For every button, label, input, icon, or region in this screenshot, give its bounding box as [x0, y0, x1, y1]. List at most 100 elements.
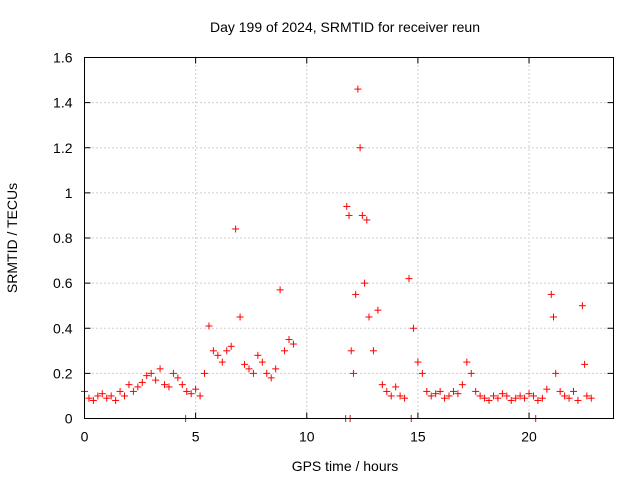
chart-title: Day 199 of 2024, SRMTID for receiver reu… [210, 19, 480, 35]
x-tick-label: 15 [410, 429, 426, 445]
data-point [232, 225, 240, 233]
data-point [565, 394, 573, 402]
x-tick-label: 10 [299, 429, 315, 445]
data-point [267, 374, 275, 382]
data-point [365, 313, 373, 321]
data-point [183, 387, 191, 395]
data-points [81, 85, 595, 422]
data-point [581, 360, 589, 368]
y-axis-title: SRMTID / TECUs [4, 183, 20, 293]
data-point [423, 387, 431, 395]
data-point [112, 396, 120, 404]
data-point [427, 392, 435, 400]
data-point [352, 290, 360, 298]
data-point [489, 392, 497, 400]
data-point [503, 392, 511, 400]
data-point [574, 396, 582, 404]
data-point [463, 358, 471, 366]
data-point [547, 290, 555, 298]
y-tick-label: 0.8 [53, 230, 73, 246]
data-point [263, 369, 271, 377]
data-point [441, 394, 449, 402]
data-point [241, 360, 249, 368]
data-point [227, 342, 235, 350]
data-point [349, 369, 357, 377]
data-point [107, 392, 115, 400]
data-point [196, 392, 204, 400]
x-tick-label: 0 [81, 429, 89, 445]
data-point [481, 394, 489, 402]
data-point [223, 347, 231, 355]
data-point [449, 387, 457, 395]
data-point [472, 387, 480, 395]
data-point [161, 381, 169, 389]
y-tick-label: 0.4 [53, 320, 73, 336]
data-point [358, 211, 366, 219]
data-point [201, 369, 209, 377]
data-point [138, 378, 146, 386]
data-point [374, 306, 382, 314]
x-tick-label: 20 [521, 429, 537, 445]
x-axis-title: GPS time / hours [292, 458, 399, 474]
data-point [205, 322, 213, 330]
data-point [401, 394, 409, 402]
data-point [521, 394, 529, 402]
data-point [147, 369, 155, 377]
data-point [103, 394, 111, 402]
data-point [125, 381, 133, 389]
data-point [578, 302, 586, 310]
data-point [494, 394, 502, 402]
data-point [569, 387, 577, 395]
y-tick-label: 0.6 [53, 275, 73, 291]
data-point [512, 394, 520, 402]
data-point [498, 390, 506, 398]
data-point [345, 211, 353, 219]
data-point [436, 387, 444, 395]
data-point [178, 381, 186, 389]
data-point [543, 385, 551, 393]
y-tick-label: 0 [65, 411, 73, 427]
data-point [156, 365, 164, 373]
data-point [583, 392, 591, 400]
grid-lines [84, 57, 614, 419]
data-point [387, 392, 395, 400]
data-point [538, 394, 546, 402]
data-point [516, 392, 524, 400]
data-point [187, 390, 195, 398]
data-point [343, 202, 351, 210]
y-tick-label: 1.2 [53, 140, 73, 156]
data-point [354, 85, 362, 93]
data-point [556, 387, 564, 395]
tick-labels: 0 0.2 0.4 0.6 0.8 1 1.2 1.4 1.6 0 5 10 15 20 [53, 50, 537, 445]
data-point [134, 383, 142, 391]
data-point [392, 383, 400, 391]
data-point [363, 216, 371, 224]
data-point [289, 340, 297, 348]
data-point [116, 387, 124, 395]
data-point [476, 392, 484, 400]
y-tick-label: 1.6 [53, 50, 73, 66]
y-tick-label: 1 [65, 185, 73, 201]
data-point [94, 392, 102, 400]
data-point [236, 313, 244, 321]
data-point [432, 390, 440, 398]
data-point [525, 390, 533, 398]
data-point [378, 381, 386, 389]
data-point [369, 347, 377, 355]
data-point [485, 396, 493, 404]
data-point [285, 336, 293, 344]
data-point [507, 396, 515, 404]
y-tick-label: 0.2 [53, 365, 73, 381]
data-point [467, 369, 475, 377]
data-point [121, 392, 129, 400]
data-point [129, 387, 137, 395]
data-point [152, 376, 160, 384]
data-point [165, 383, 173, 391]
data-point [214, 351, 222, 359]
data-point [414, 358, 422, 366]
data-point [89, 396, 97, 404]
y-tick-label: 1.4 [53, 95, 73, 111]
plot-frame [84, 57, 614, 419]
data-point [249, 369, 257, 377]
